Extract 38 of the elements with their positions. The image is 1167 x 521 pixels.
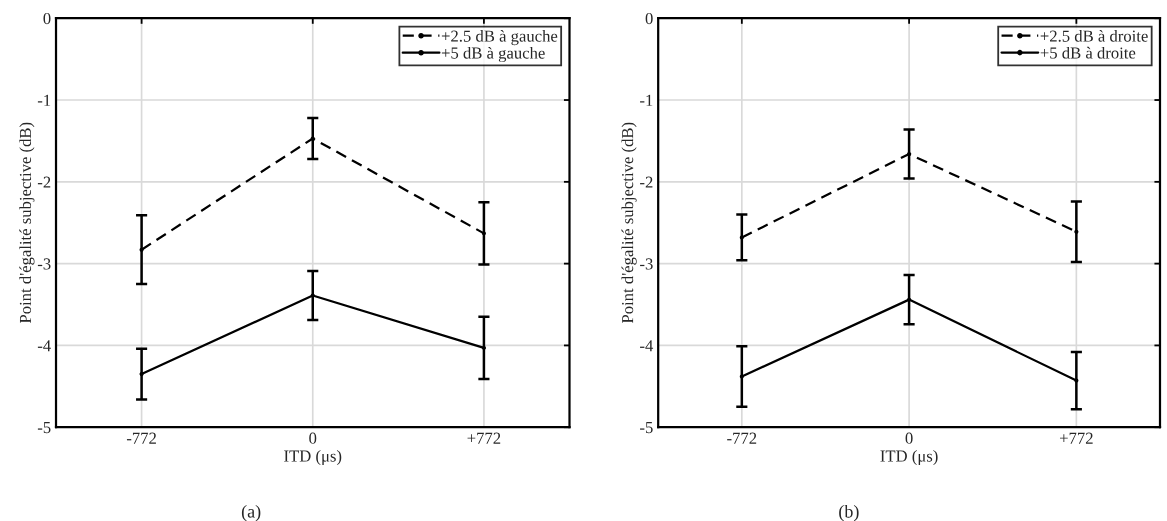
y-tick-label: -2 [37, 176, 51, 188]
point [310, 293, 315, 298]
y-tick-label: 0 [645, 12, 653, 25]
x-tick-label: 0 [905, 432, 913, 444]
y-tick-label: -1 [37, 94, 51, 106]
x-tick-label: -772 [126, 432, 156, 444]
point [907, 151, 912, 157]
x-tick-label: -772 [727, 432, 757, 444]
x-tick-label: +772 [1059, 432, 1093, 444]
y-tick-label: -2 [640, 176, 653, 188]
point [481, 345, 486, 350]
y-tick-label: -5 [37, 422, 51, 434]
y-tick-label: -1 [640, 94, 653, 106]
point [1074, 229, 1079, 234]
point [139, 247, 144, 252]
point [739, 235, 744, 240]
y-axis-title: Point d'égalité subjective (dB) [621, 122, 637, 324]
legend-label: +2.5 dB à gauche [441, 29, 558, 46]
y-tick-label: -5 [640, 422, 653, 434]
x-axis-title: ITD (μs) [880, 449, 938, 466]
y-tick-label: -4 [640, 340, 654, 352]
legend-label: +5 dB à gauche [441, 46, 545, 63]
x-tick-label: +772 [467, 432, 501, 444]
point [481, 231, 486, 236]
y-axis-title: Point d'égalité subjective (dB) [19, 122, 35, 324]
x-axis-title: ITD (μs) [284, 449, 342, 466]
y-tick-label: -4 [37, 340, 51, 352]
legend-label: +5 dB à droite [1040, 46, 1136, 59]
text: (b) [839, 504, 859, 521]
point [139, 371, 144, 377]
x-tick-label: 0 [309, 432, 317, 444]
legend-label: +2.5 dB à droite [1040, 29, 1148, 42]
text: (a) [241, 504, 261, 521]
y-tick-label: 0 [43, 12, 51, 25]
point [739, 374, 744, 379]
point [907, 297, 912, 302]
y-tick-label: -3 [640, 258, 653, 270]
y-tick-label: -3 [37, 258, 51, 270]
